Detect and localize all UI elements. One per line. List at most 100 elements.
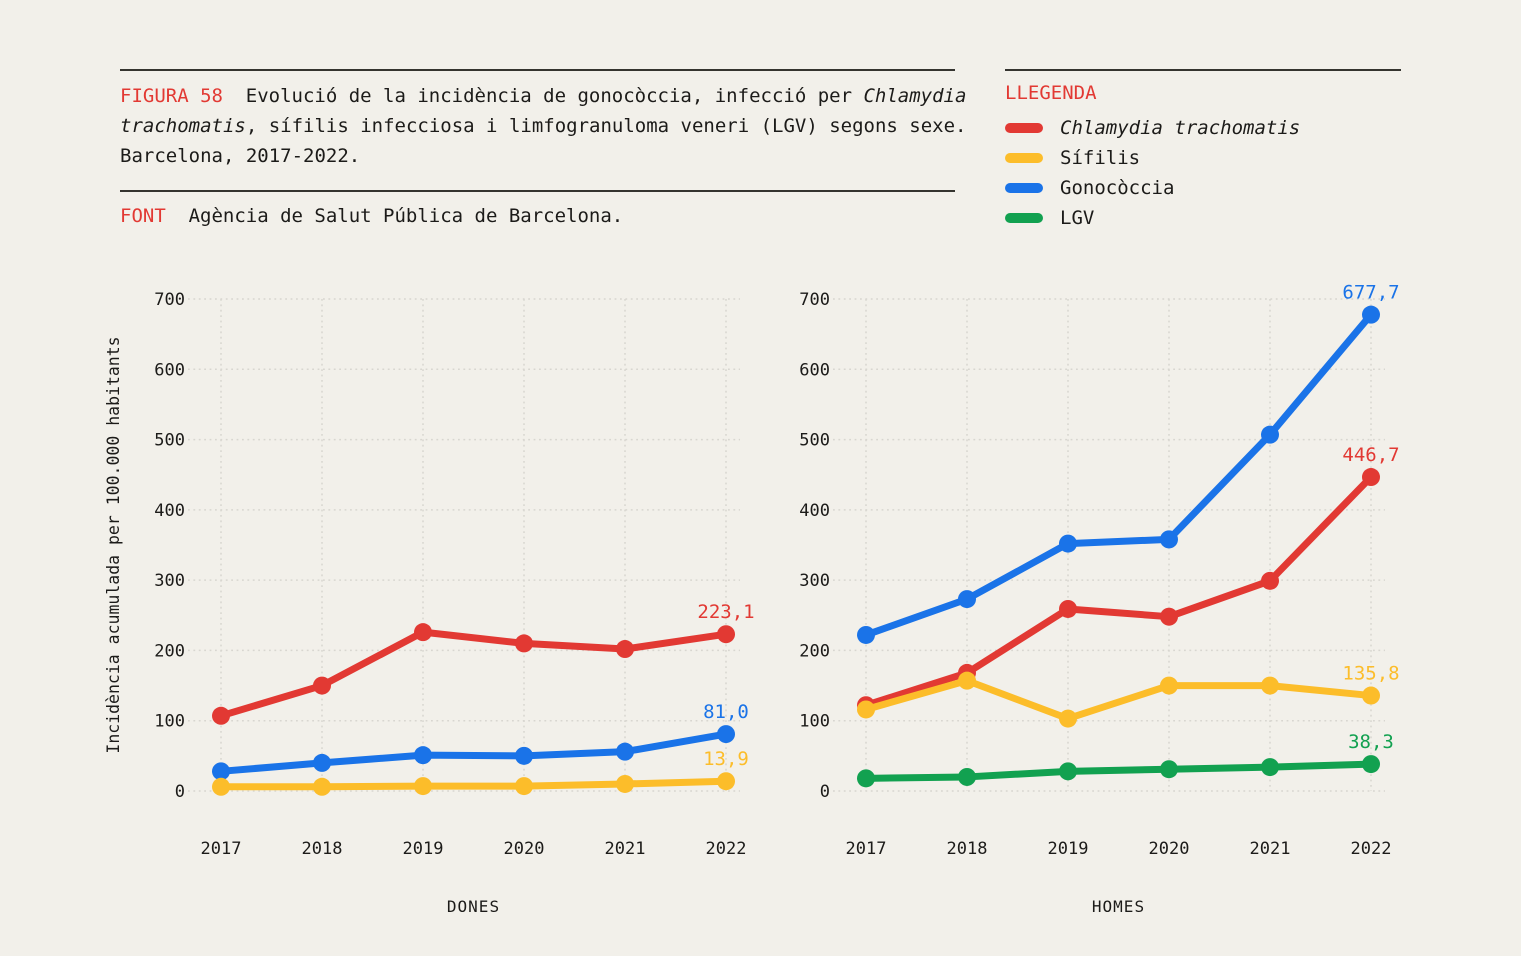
title-top-rule bbox=[120, 69, 955, 71]
series-line-gonoc-ccia bbox=[862, 311, 1375, 639]
data-point-gonoc-ccia bbox=[958, 590, 976, 609]
source-top-rule bbox=[120, 190, 955, 192]
legend-swatch bbox=[1005, 213, 1043, 223]
data-point-s-filis bbox=[212, 777, 230, 796]
x-tick-label: 2019 bbox=[403, 839, 444, 859]
figure-title-text-end: , sífilis infecciosa i limfogranuloma ve… bbox=[120, 115, 967, 167]
y-tick-label: 500 bbox=[154, 431, 185, 451]
x-tick-label: 2022 bbox=[706, 839, 747, 859]
y-tick-label: 600 bbox=[799, 360, 830, 380]
figure-number-label: FIGURA 58 bbox=[120, 85, 223, 107]
data-point-gonoc-ccia bbox=[717, 725, 735, 744]
figure-title: FIGURA 58 Evolució de la incidència de go… bbox=[120, 81, 970, 171]
data-point-s-filis bbox=[616, 774, 634, 793]
data-point-chlamydia-trachomatis bbox=[212, 706, 230, 725]
data-point-lgv bbox=[857, 769, 875, 788]
data-point-gonoc-ccia bbox=[616, 742, 634, 761]
data-point-gonoc-ccia bbox=[1160, 530, 1178, 549]
data-point-chlamydia-trachomatis bbox=[1362, 468, 1380, 487]
y-tick-label: 200 bbox=[154, 641, 185, 661]
series-line-s-filis bbox=[217, 777, 730, 791]
y-tick-label: 700 bbox=[799, 290, 830, 310]
legend-item-2: Gonocòccia bbox=[1005, 173, 1401, 203]
x-tick-label: 2019 bbox=[1048, 839, 1089, 859]
y-tick-label: 200 bbox=[799, 641, 830, 661]
source-block: FONT Agència de Salut Pública de Barcelon… bbox=[120, 190, 970, 230]
x-tick-label: 2017 bbox=[846, 839, 887, 859]
legend-swatch bbox=[1005, 153, 1043, 163]
source-label: FONT bbox=[120, 205, 166, 227]
data-point-s-filis bbox=[1261, 676, 1279, 695]
data-point-chlamydia-trachomatis bbox=[313, 676, 331, 695]
y-tick-label: 0 bbox=[175, 782, 185, 802]
x-tick-label: 2021 bbox=[605, 839, 646, 859]
data-point-s-filis bbox=[717, 772, 735, 791]
data-point-gonoc-ccia bbox=[1261, 425, 1279, 444]
series-line-lgv bbox=[862, 760, 1375, 782]
end-value-label-s-filis: 135,8 bbox=[1342, 663, 1399, 685]
y-tick-label: 700 bbox=[154, 290, 185, 310]
legend-item-1: Sífilis bbox=[1005, 143, 1401, 173]
y-tick-label: 0 bbox=[820, 782, 830, 802]
legend-swatch bbox=[1005, 183, 1043, 193]
data-point-chlamydia-trachomatis bbox=[1059, 599, 1077, 618]
end-value-label-s-filis: 13,9 bbox=[703, 748, 749, 770]
data-point-gonoc-ccia bbox=[212, 762, 230, 781]
legend-label: Gonocòccia bbox=[1060, 177, 1175, 199]
legend-title: LLEGENDA bbox=[1005, 82, 1097, 104]
x-tick-label: 2018 bbox=[947, 839, 988, 859]
title-block: FIGURA 58 Evolució de la incidència de go… bbox=[120, 69, 970, 230]
data-point-lgv bbox=[1059, 762, 1077, 781]
legend-swatch bbox=[1005, 123, 1043, 133]
x-tick-label: 2017 bbox=[201, 839, 242, 859]
legend-label: Chlamydia trachomatis bbox=[1060, 117, 1301, 139]
chart-caption: DONES bbox=[447, 897, 500, 916]
series-line-chlamydia-trachomatis bbox=[217, 628, 730, 720]
legend-label: LGV bbox=[1060, 207, 1095, 229]
data-point-s-filis bbox=[1362, 686, 1380, 705]
data-point-s-filis bbox=[1160, 676, 1178, 695]
data-point-s-filis bbox=[515, 777, 533, 796]
legend-top-rule bbox=[1005, 69, 1401, 71]
data-point-gonoc-ccia bbox=[1362, 305, 1380, 324]
data-point-chlamydia-trachomatis bbox=[1160, 607, 1178, 626]
end-value-label-chlamydia-trachomatis: 223,1 bbox=[697, 601, 754, 623]
end-value-label-lgv: 38,3 bbox=[1348, 731, 1394, 753]
data-point-chlamydia-trachomatis bbox=[616, 640, 634, 659]
data-point-lgv bbox=[1261, 758, 1279, 777]
y-tick-label: 400 bbox=[799, 501, 830, 521]
source-text: Agència de Salut Pública de Barcelona. bbox=[188, 205, 624, 227]
y-tick-label: 300 bbox=[154, 571, 185, 591]
series-line-gonoc-ccia bbox=[217, 730, 730, 775]
legend-label: Sífilis bbox=[1060, 147, 1141, 169]
y-tick-label: 100 bbox=[154, 712, 185, 732]
figure-title-italic-species: Chlamydia trachomatis bbox=[120, 85, 967, 137]
legend: LLEGENDA Chlamydia trachomatis Sífilis Gon… bbox=[1005, 69, 1401, 233]
data-point-s-filis bbox=[414, 777, 432, 796]
data-point-s-filis bbox=[857, 700, 875, 719]
data-point-gonoc-ccia bbox=[414, 746, 432, 765]
end-value-label-chlamydia-trachomatis: 446,7 bbox=[1342, 444, 1399, 466]
data-point-lgv bbox=[1362, 755, 1380, 774]
y-tick-label: 300 bbox=[799, 571, 830, 591]
series-line-s-filis bbox=[862, 677, 1375, 723]
figure-title-text-start: Evolució de la incidència de gonocòccia,… bbox=[245, 85, 864, 107]
data-point-s-filis bbox=[1059, 709, 1077, 728]
data-point-chlamydia-trachomatis bbox=[1261, 571, 1279, 590]
chart-dones: 0 100 200 300 400 500 600 700 2017 2018 2019 2020 20… bbox=[104, 290, 755, 916]
x-tick-label: 2020 bbox=[1149, 839, 1190, 859]
data-point-chlamydia-trachomatis bbox=[717, 625, 735, 644]
data-point-gonoc-ccia bbox=[1059, 534, 1077, 553]
data-point-lgv bbox=[1160, 760, 1178, 779]
end-value-label-gonoc-ccia: 81,0 bbox=[703, 701, 749, 723]
y-tick-label: 500 bbox=[799, 431, 830, 451]
x-tick-label: 2020 bbox=[504, 839, 545, 859]
x-tick-label: 2021 bbox=[1250, 839, 1291, 859]
x-tick-label: 2022 bbox=[1351, 839, 1392, 859]
legend-items: Chlamydia trachomatis Sífilis Gonocòccia LG… bbox=[1005, 113, 1401, 233]
source-line: FONT Agència de Salut Pública de Barcelon… bbox=[120, 202, 970, 230]
end-value-label-gonoc-ccia: 677,7 bbox=[1342, 282, 1399, 304]
data-point-gonoc-ccia bbox=[857, 625, 875, 644]
chart-caption: HOMES bbox=[1092, 897, 1145, 916]
data-point-lgv bbox=[958, 767, 976, 786]
